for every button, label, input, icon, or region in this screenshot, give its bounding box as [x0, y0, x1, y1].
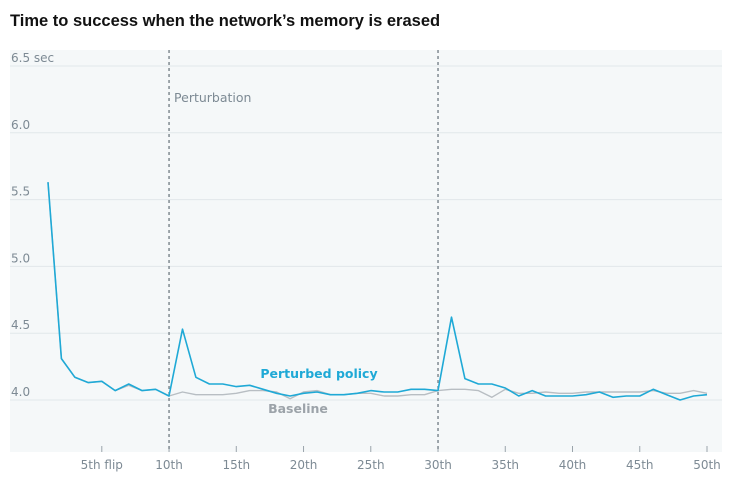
x-tick-label: 5th flip [81, 458, 123, 472]
x-tick-label: 10th [155, 458, 183, 472]
y-tick-label: 4.0 [11, 385, 30, 399]
gridlines [10, 65, 722, 401]
x-tick-label: 20th [290, 458, 318, 472]
x-tick-label: 15th [222, 458, 250, 472]
series-label: Perturbed policy [260, 366, 377, 381]
x-tick-label: 35th [491, 458, 519, 472]
series-labels: Perturbed policy Baseline [260, 366, 377, 416]
series-label: Baseline [268, 401, 328, 416]
y-tick-label: 5.0 [11, 251, 30, 265]
x-tick-label: 45th [626, 458, 654, 472]
x-tick-label: 30th [424, 458, 452, 472]
perturbed-policy-line [47, 182, 708, 401]
x-tick-label: 40th [559, 458, 587, 472]
perturbation-lines: Perturbation [168, 50, 439, 452]
perturbation-label: Perturbation [174, 90, 251, 105]
y-tick-label: 5.5 [11, 185, 30, 199]
x-tick-label: 50th [693, 458, 721, 472]
y-tick-label: 6.0 [11, 118, 30, 132]
y-tick-label: 6.5 sec [11, 51, 54, 65]
chart-title: Time to success when the network’s memor… [10, 12, 441, 30]
y-axis-tick-labels: 6.5 sec 6.0 5.5 5.0 4.5 4.0 [11, 51, 54, 399]
x-axis-ticks: 5th flip 10th 15th 20th 25th 30th 35th 40th 45th… [81, 446, 721, 472]
x-tick-label: 25th [357, 458, 385, 472]
series-lines [47, 182, 708, 401]
y-tick-label: 4.5 [11, 318, 30, 332]
